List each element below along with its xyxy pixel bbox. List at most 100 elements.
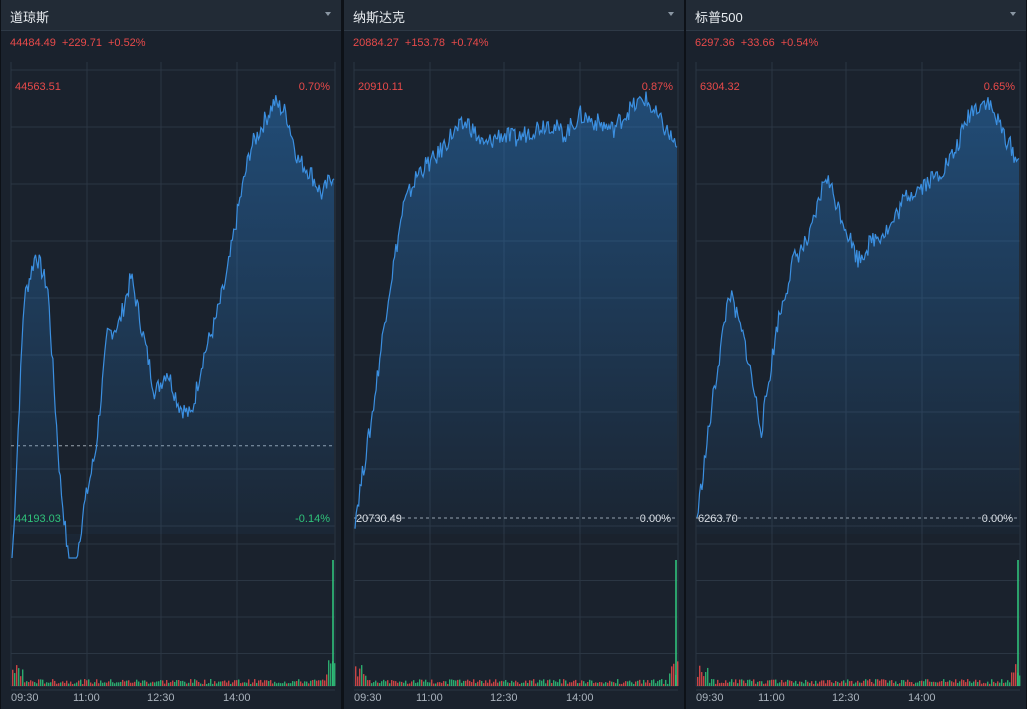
volume-bar — [513, 682, 515, 686]
volume-bar — [939, 681, 941, 686]
volume-bar — [405, 680, 407, 686]
volume-bar — [110, 679, 112, 686]
volume-bar — [369, 680, 371, 686]
volume-bar — [553, 680, 555, 686]
volume-bar — [393, 680, 395, 686]
volume-bar — [705, 671, 707, 686]
price-value: 20884.27 — [353, 37, 399, 49]
volume-bar — [433, 683, 435, 686]
volume-bar — [298, 679, 300, 686]
volume-bar — [104, 682, 106, 686]
volume-bar — [641, 683, 643, 686]
volume-bar — [731, 679, 733, 686]
volume-bar — [54, 680, 56, 686]
volume-bar — [126, 680, 128, 686]
panel-title: 道琼斯 — [10, 10, 50, 25]
volume-bar — [98, 683, 100, 686]
volume-bar — [883, 679, 885, 686]
volume-bar — [437, 682, 439, 686]
volume-bar — [899, 683, 901, 686]
volume-bar — [943, 679, 945, 686]
volume-bar — [156, 681, 158, 686]
volume-bar — [599, 682, 601, 686]
volume-bar — [413, 680, 415, 686]
volume-bar — [515, 680, 517, 686]
volume-bar — [64, 682, 66, 686]
volume-bar — [359, 668, 361, 686]
volume-bar — [222, 681, 224, 686]
volume-bar — [447, 683, 449, 686]
volume-bar — [929, 681, 931, 686]
volume-bar — [22, 669, 24, 686]
volume-bar — [969, 681, 971, 686]
volume-bar — [887, 682, 889, 686]
volume-bar — [711, 679, 713, 686]
volume-bar — [196, 680, 198, 686]
volume-bar — [589, 679, 591, 686]
volume-bar — [729, 681, 731, 686]
volume-bar — [401, 681, 403, 686]
volume-bar — [605, 682, 607, 686]
volume-bar — [214, 681, 216, 686]
volume-bar — [989, 683, 991, 686]
volume-bar — [288, 683, 290, 686]
volume-bar — [152, 681, 154, 686]
volume-bar — [18, 668, 20, 686]
volume-bar — [597, 682, 599, 686]
volume-bar — [583, 681, 585, 686]
volume-bar — [146, 681, 148, 686]
volume-bar — [861, 682, 863, 686]
volume-bar — [811, 681, 813, 686]
volume-bar — [270, 680, 272, 686]
volume-bar — [815, 680, 817, 686]
volume-bar — [967, 679, 969, 686]
volume-bar — [987, 681, 989, 686]
volume-bar — [749, 679, 751, 686]
volume-bar — [30, 680, 32, 686]
volume-bar — [823, 680, 825, 686]
volume-bar — [853, 683, 855, 686]
chevron-down-icon[interactable] — [668, 12, 674, 16]
volume-bar — [555, 681, 557, 686]
volume-bar — [979, 680, 981, 686]
price-area — [12, 95, 334, 558]
quote-line: 44484.49 +229.71 +0.52% — [10, 37, 152, 49]
volume-bar — [228, 680, 230, 686]
volume-bar — [581, 680, 583, 686]
volume-bar — [144, 680, 146, 686]
volume-bar — [741, 679, 743, 686]
volume-bar — [1019, 675, 1021, 686]
volume-bar — [134, 681, 136, 686]
volume-bar — [246, 682, 248, 686]
volume-bar — [212, 683, 214, 686]
volume-bar — [334, 663, 336, 686]
volume-bar — [24, 682, 26, 686]
volume-bar — [379, 683, 381, 686]
volume-bar — [595, 682, 597, 686]
volume-bar — [1003, 682, 1005, 686]
volume-bar — [330, 663, 332, 686]
volume-bar — [849, 681, 851, 686]
volume-bar — [709, 682, 711, 686]
volume-bar — [871, 681, 873, 686]
volume-bar — [174, 681, 176, 686]
volume-bar — [1007, 680, 1009, 686]
volume-bar — [96, 679, 98, 686]
volume-bar — [547, 680, 549, 686]
volume-bar — [302, 683, 304, 686]
chevron-down-icon[interactable] — [1010, 12, 1016, 16]
volume-bar — [961, 679, 963, 686]
volume-bar — [308, 683, 310, 686]
volume-bar — [36, 683, 38, 686]
volume-bar — [805, 679, 807, 686]
price-line — [354, 91, 678, 529]
chevron-down-icon[interactable] — [325, 12, 331, 16]
intraday-chart: 44563.51 0.70% 44193.03 -0.14% 09:30 11:00 12:… — [10, 62, 336, 704]
volume-bar — [521, 682, 523, 686]
volume-bar — [12, 669, 14, 686]
volume-bar — [262, 682, 264, 686]
volume-bar — [495, 679, 497, 686]
volume-bar — [845, 682, 847, 686]
volume-bar — [497, 682, 499, 686]
x-tick-label: 09:30 — [354, 692, 382, 704]
